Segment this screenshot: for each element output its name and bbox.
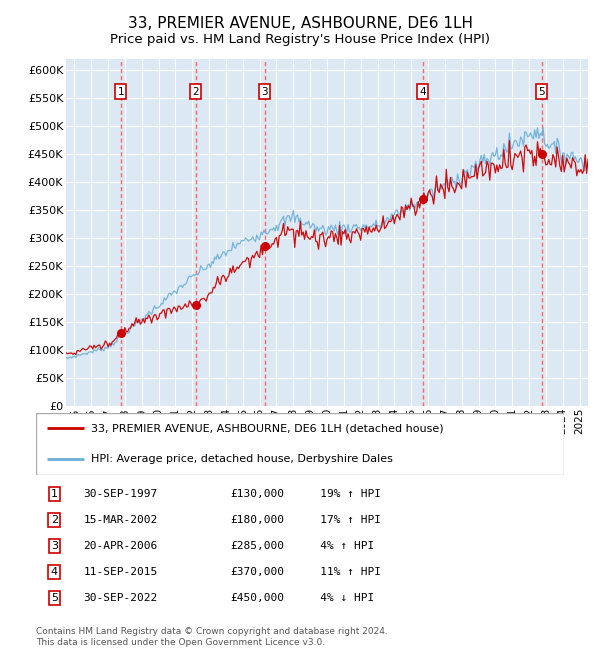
Text: Price paid vs. HM Land Registry's House Price Index (HPI): Price paid vs. HM Land Registry's House … xyxy=(110,32,490,46)
Text: 3: 3 xyxy=(51,541,58,551)
Text: 33, PREMIER AVENUE, ASHBOURNE, DE6 1LH (detached house): 33, PREMIER AVENUE, ASHBOURNE, DE6 1LH (… xyxy=(91,423,444,433)
Text: 2: 2 xyxy=(51,515,58,525)
Text: 15-MAR-2002: 15-MAR-2002 xyxy=(83,515,158,525)
Text: 17% ↑ HPI: 17% ↑ HPI xyxy=(300,515,381,525)
Text: 4: 4 xyxy=(51,567,58,577)
Text: 2: 2 xyxy=(193,86,199,97)
Text: 5: 5 xyxy=(51,593,58,603)
Text: £180,000: £180,000 xyxy=(230,515,284,525)
Text: HPI: Average price, detached house, Derbyshire Dales: HPI: Average price, detached house, Derb… xyxy=(91,454,394,464)
Text: 20-APR-2006: 20-APR-2006 xyxy=(83,541,158,551)
Text: 19% ↑ HPI: 19% ↑ HPI xyxy=(300,489,381,499)
Text: 11-SEP-2015: 11-SEP-2015 xyxy=(83,567,158,577)
Text: £285,000: £285,000 xyxy=(230,541,284,551)
Text: Contains HM Land Registry data © Crown copyright and database right 2024.
This d: Contains HM Land Registry data © Crown c… xyxy=(36,627,388,647)
Text: 4% ↓ HPI: 4% ↓ HPI xyxy=(300,593,374,603)
Text: 1: 1 xyxy=(118,86,124,97)
Text: £450,000: £450,000 xyxy=(230,593,284,603)
Text: 1: 1 xyxy=(51,489,58,499)
Text: 3: 3 xyxy=(262,86,268,97)
Text: 4% ↑ HPI: 4% ↑ HPI xyxy=(300,541,374,551)
Text: £130,000: £130,000 xyxy=(230,489,284,499)
Text: 5: 5 xyxy=(538,86,545,97)
Text: 33, PREMIER AVENUE, ASHBOURNE, DE6 1LH: 33, PREMIER AVENUE, ASHBOURNE, DE6 1LH xyxy=(128,16,473,31)
FancyBboxPatch shape xyxy=(36,413,564,474)
Text: 30-SEP-2022: 30-SEP-2022 xyxy=(83,593,158,603)
Text: 11% ↑ HPI: 11% ↑ HPI xyxy=(300,567,381,577)
Text: 4: 4 xyxy=(419,86,426,97)
Text: £370,000: £370,000 xyxy=(230,567,284,577)
Text: 30-SEP-1997: 30-SEP-1997 xyxy=(83,489,158,499)
